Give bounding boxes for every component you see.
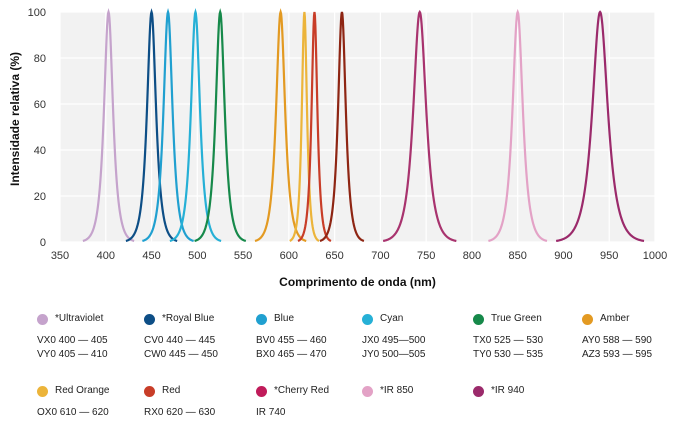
x-tick-label: 800 [463,250,481,262]
x-tick-label: 350 [51,250,69,262]
y-tick-labels: 0 20 40 60 80 100 [28,7,46,249]
spectrum-curve [555,10,645,243]
spectrum-curve [382,9,457,243]
x-tick-label: 550 [234,250,252,262]
x-tick-label: 500 [188,250,206,262]
plot-background [60,12,655,242]
spectrum-curve [169,8,222,243]
spectrum-curve [194,8,247,243]
x-tick-label: 700 [371,250,389,262]
spectrum-curve [82,8,135,243]
x-tick-label: 650 [325,250,343,262]
spectrum-curves [82,8,645,243]
x-tick-label: 1000 [643,250,667,262]
x-tick-label: 950 [600,250,618,262]
x-tick-label: 450 [142,250,160,262]
spectrum-curve [254,8,307,243]
y-tick-label: 20 [34,191,46,203]
x-axis-title: Comprimento de onda (nm) [279,275,436,289]
spectrum-curve [289,11,320,242]
y-tick-label: 60 [34,99,46,111]
y-tick-label: 100 [28,7,46,19]
y-tick-label: 0 [40,237,46,249]
spectrum-curve [297,11,332,242]
x-tick-label: 900 [554,250,572,262]
x-tick-labels: 350 400 450 500 550 600 650 700 750 800 850 900 950 1… [51,250,667,262]
y-axis-title: Intensidade relativa (%) [8,52,22,186]
x-tick-label: 850 [509,250,527,262]
y-tick-label: 40 [34,145,46,157]
spectrum-curve [488,8,548,243]
x-tick-label: 600 [280,250,298,262]
x-tick-label: 400 [97,250,115,262]
spectrum-curve [125,8,178,243]
x-tick-label: 750 [417,250,435,262]
spectrum-curve [319,11,365,243]
y-tick-label: 80 [34,53,46,65]
spectrum-curve [142,8,194,243]
